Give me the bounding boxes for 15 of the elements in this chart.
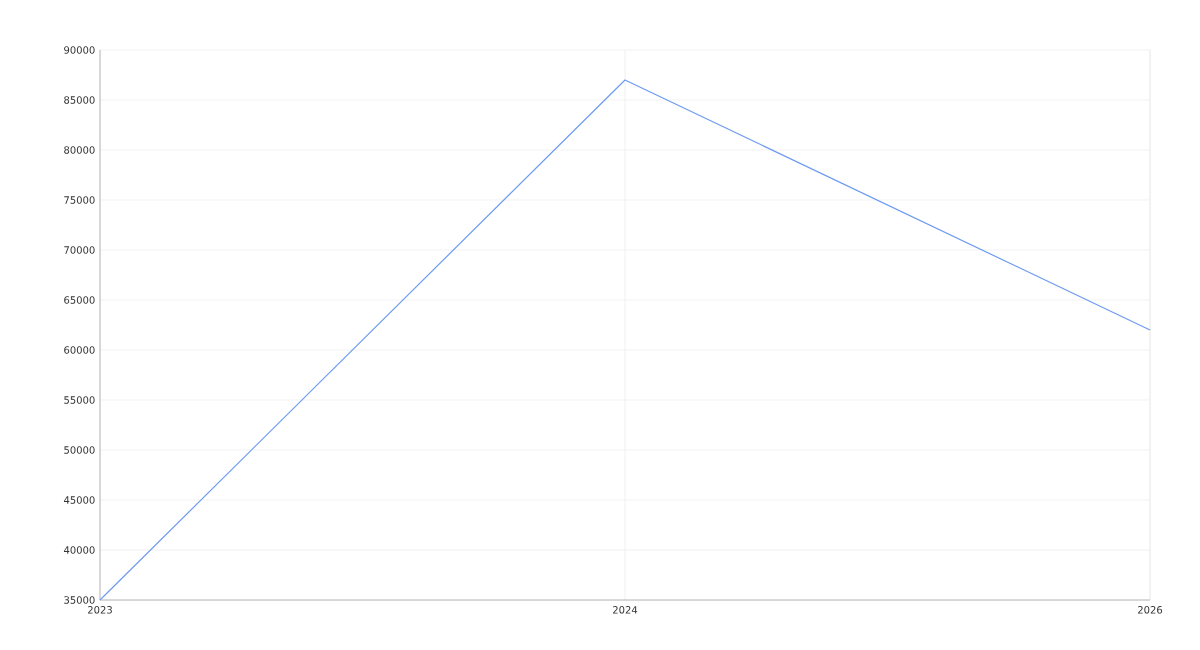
y-tick-label: 55000: [64, 396, 95, 404]
y-tick-label: 85000: [64, 96, 95, 104]
y-tick-label: 45000: [63, 496, 95, 504]
y-tick-label: 80000: [64, 146, 95, 154]
y-tick-label: 60000: [64, 346, 95, 354]
x-tick-label: 2024: [613, 606, 638, 614]
y-tick-label: 65000: [64, 296, 95, 304]
y-tick-label: 70000: [64, 246, 95, 254]
y-tick-label: 90000: [64, 46, 95, 54]
y-tick-label: 75000: [64, 196, 95, 204]
x-tick-label: 2023: [88, 606, 112, 614]
y-tick-label: 40000: [63, 546, 95, 554]
y-tick-label: 35000: [64, 596, 95, 604]
x-tick-label: 2026: [1138, 606, 1163, 614]
y-tick-label: 50000: [64, 446, 95, 454]
